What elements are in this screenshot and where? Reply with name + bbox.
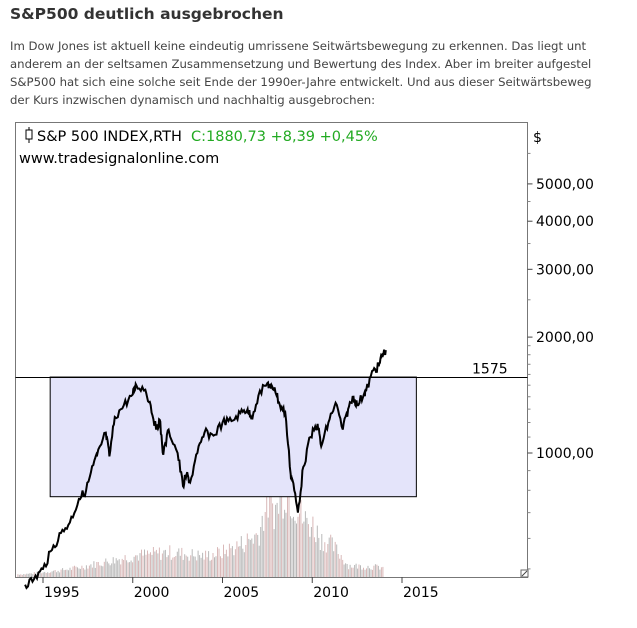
instrument-name: S&P 500 INDEX,RTH — [37, 129, 182, 145]
resize-handle-icon[interactable] — [520, 569, 529, 578]
range-box — [49, 376, 417, 498]
x-tick-label: 2000 — [134, 585, 170, 601]
quote-text: C:1880,73 +8,39 +0,45% — [191, 129, 378, 145]
x-tick-label: 2015 — [403, 585, 439, 601]
paragraph-line: der Kurs inzwischen dynamisch und nachha… — [10, 93, 376, 107]
y-tick-label: 3000,00 — [536, 262, 594, 278]
paragraph-line: anderem an der seltsamen Zusammensetzung… — [10, 57, 592, 71]
paragraph-line: S&P500 hat sich eine solche seit Ende de… — [10, 75, 592, 89]
article-paragraph: Im Dow Jones ist aktuell keine eindeutig… — [10, 37, 592, 109]
y-tick-label: 2000,00 — [536, 330, 594, 346]
x-tick-label: 2010 — [313, 585, 349, 601]
y-tick-label: 1000,00 — [536, 446, 594, 462]
paragraph-line: Im Dow Jones ist aktuell keine eindeutig… — [10, 39, 587, 53]
price-line — [24, 349, 387, 590]
currency-label: $ — [533, 130, 542, 146]
resistance-label: 1575 — [472, 362, 508, 378]
x-axis: 1995 2000 2005 2010 2015 — [42, 577, 439, 601]
y-tick-label: 4000,00 — [536, 214, 594, 230]
x-tick-label: 2005 — [224, 585, 260, 601]
candle-icon — [25, 127, 33, 143]
y-tick-label: 5000,00 — [536, 177, 594, 193]
source-url: www.tradesignalonline.com — [19, 151, 219, 167]
y-axis: 5000,00 4000,00 3000,00 2000,00 1000,00 — [527, 152, 594, 570]
article-title: S&P500 deutlich ausgebrochen — [10, 5, 284, 23]
volume-bars — [17, 482, 384, 577]
x-tick-label: 1995 — [44, 585, 80, 601]
